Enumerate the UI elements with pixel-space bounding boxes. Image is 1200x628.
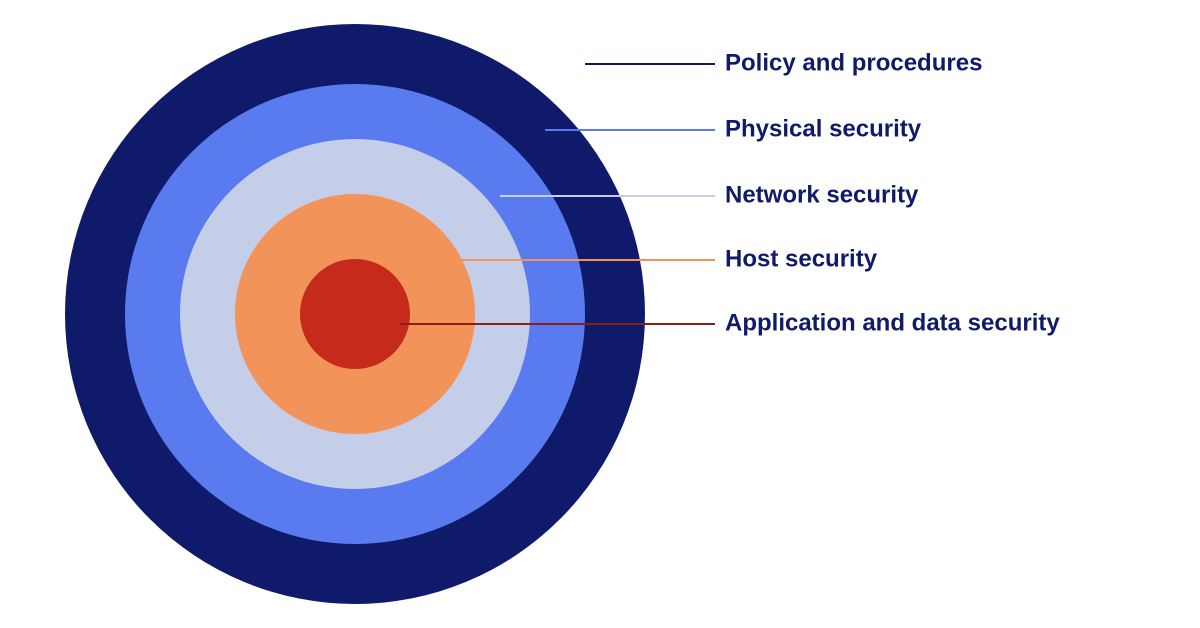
label-host-security: Host security <box>725 245 878 272</box>
label-policy-procedures: Policy and procedures <box>725 49 982 76</box>
label-network-security: Network security <box>725 181 919 208</box>
label-app-data-security: Application and data security <box>725 309 1060 336</box>
ring-app-data-security <box>300 259 410 369</box>
concentric-security-diagram: Policy and procedures Physical security Ne… <box>0 0 1200 628</box>
rings-group <box>65 24 645 604</box>
label-physical-security: Physical security <box>725 115 922 142</box>
